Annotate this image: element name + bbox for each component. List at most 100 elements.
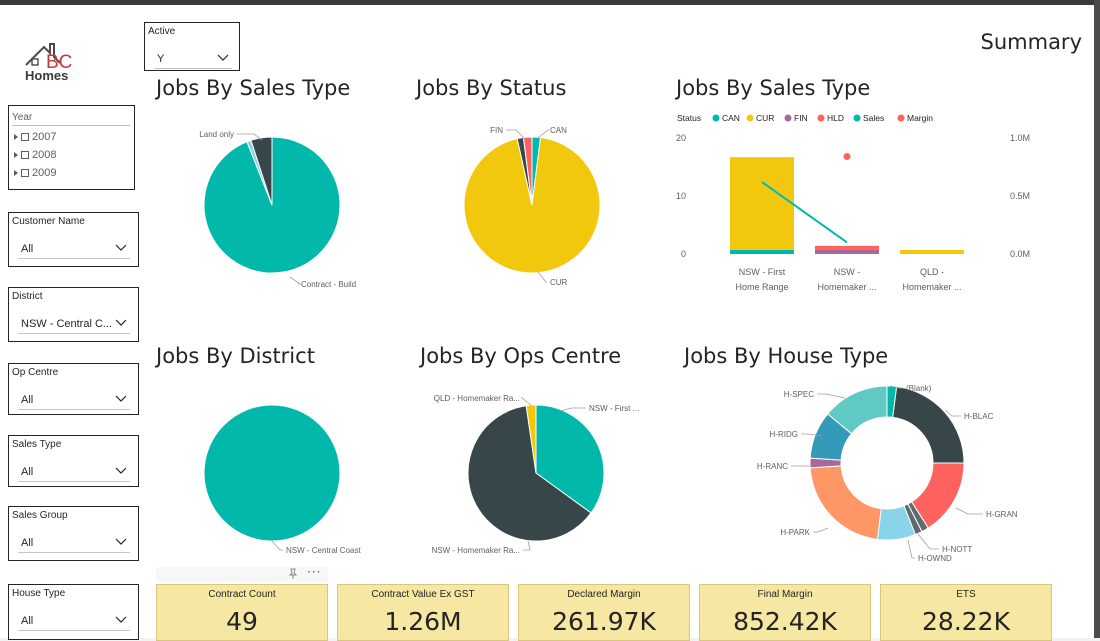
bar-fin[interactable] [815,249,879,254]
pie-slice-cur[interactable] [463,136,601,274]
checkbox[interactable] [21,151,29,159]
year-item-label: 2007 [32,131,57,143]
chevron-down-icon [115,319,127,326]
kpi-title: Contract Count [208,589,276,600]
scrollbar-edge[interactable] [1094,0,1100,641]
kpi-contract-count[interactable]: Contract Count 49 [156,584,328,641]
x-category-label: Home Range [735,282,788,292]
kpi-contract-value[interactable]: Contract Value Ex GST 1.26M [337,584,509,641]
data-label: (Blank) [906,384,932,393]
sales-type-dropdown[interactable]: All [18,460,130,482]
legend-marker[interactable] [817,114,825,122]
leader-line [237,133,263,141]
leader-line [907,539,915,559]
pie-slice-nsw-homemaker-ra[interactable] [467,405,592,542]
legend-marker[interactable] [897,114,905,122]
legend-marker[interactable] [712,114,720,122]
legend-label[interactable]: FIN [794,113,808,123]
bar-cur[interactable] [730,157,794,250]
x-category-label: Homemaker ... [902,282,961,292]
pin-icon[interactable] [287,568,299,580]
leader-line [813,527,829,533]
chart-title-sales-type-pie: Jobs By Sales Type [156,76,351,100]
leader-line [537,271,547,283]
x-category-label: Homemaker ... [817,282,876,292]
legend-title: Status [677,113,701,123]
legend-marker[interactable] [853,114,861,122]
district-dropdown[interactable]: NSW - Central C... [18,312,130,334]
leader-line [506,129,525,139]
leader-line [955,507,983,515]
customer-name-slicer[interactable]: Customer Name All [8,212,139,267]
pie-slice-nsw-first[interactable] [535,404,605,514]
house-type-dropdown[interactable]: All [18,609,130,631]
year-item-2007[interactable]: 2007 [14,131,56,143]
kpi-declared-margin[interactable]: Declared Margin 261.97K [518,584,690,641]
active-label: Active [148,26,176,37]
customer-name-label: Customer Name [12,216,85,227]
sales-type-combo-chart[interactable]: Status CAN CUR FIN HLD Sales Margin 0 10 20 0.0M 0.… [668,108,1068,300]
kpi-ets[interactable]: ETS 28.22K [880,584,1052,641]
checkbox[interactable] [21,169,29,177]
pie-slice-h-spec[interactable] [826,385,888,435]
district-slicer[interactable]: District NSW - Central C... [8,287,139,342]
chevron-down-icon [217,54,229,61]
more-options-icon[interactable]: ··· [307,565,322,579]
chevron-down-icon [115,616,127,623]
bar-cur[interactable] [900,249,964,254]
legend-label[interactable]: Margin [907,113,933,123]
kpi-final-margin[interactable]: Final Margin 852.42K [699,584,871,641]
ops-centre-pie-chart[interactable]: NSW - First ... NSW - Homemaker Ra... QLD … [410,380,670,565]
legend-label[interactable]: CUR [756,113,774,123]
legend-label[interactable]: HLD [827,113,844,123]
pie-slice-h-park[interactable] [809,465,882,540]
status-pie-chart[interactable]: CAN CUR FIN [420,110,660,300]
data-label: CUR [550,278,568,287]
customer-name-dropdown[interactable]: All [18,237,130,259]
legend-label[interactable]: Sales [863,113,884,123]
y-right-tick: 0.5M [1010,191,1030,201]
kpi-title: ETS [956,589,976,600]
checkbox[interactable] [21,133,29,141]
data-label: H-BLAC [964,412,994,421]
house-type-slicer[interactable]: House Type All [8,584,139,640]
active-slicer[interactable]: Active Y [144,22,240,71]
active-dropdown[interactable]: Y [154,47,232,69]
pie-slice-nsw-central-coast[interactable] [203,404,341,542]
pie-slice-h-blac[interactable] [892,386,965,464]
legend-marker[interactable] [784,114,792,122]
year-item-2008[interactable]: 2008 [14,149,56,161]
margin-point[interactable] [843,153,851,161]
house-type-label: House Type [12,588,66,599]
expand-icon[interactable] [14,152,18,158]
sales-type-label: Sales Type [12,439,62,450]
sales-group-dropdown[interactable]: All [18,531,130,553]
y-right-tick: 1.0M [1010,133,1030,143]
leader-line [917,533,939,550]
district-label: District [12,291,43,302]
op-centre-dropdown[interactable]: All [18,388,130,410]
district-pie-chart[interactable]: NSW - Central Coast [160,380,400,565]
legend-marker[interactable] [746,114,754,122]
expand-icon[interactable] [14,134,18,140]
data-label: H-PARK [780,528,810,537]
sales-group-slicer[interactable]: Sales Group All [8,506,139,561]
data-label: H-NOTT [942,545,972,554]
chart-title-sales-type-combo: Jobs By Sales Type [676,76,871,100]
bar-hld[interactable] [815,245,879,250]
year-item-2009[interactable]: 2009 [14,167,56,179]
legend-label[interactable]: CAN [722,113,740,123]
customer-name-value: All [21,243,34,255]
bar-can[interactable] [730,249,794,254]
op-centre-slicer[interactable]: Op Centre All [8,363,139,415]
expand-icon[interactable] [14,170,18,176]
year-slicer[interactable]: Year 2007 2008 2009 [8,105,135,190]
data-label: H-RIDG [770,430,798,439]
leader-line [523,540,531,551]
sales-line[interactable] [761,181,848,244]
sales-type-slicer[interactable]: Sales Type All [8,435,139,487]
data-label: H-RANC [757,462,788,471]
sales-type-pie-chart[interactable]: Contract - Build Land only [160,110,400,300]
pie-slice-unlabeled-2[interactable] [250,136,273,206]
